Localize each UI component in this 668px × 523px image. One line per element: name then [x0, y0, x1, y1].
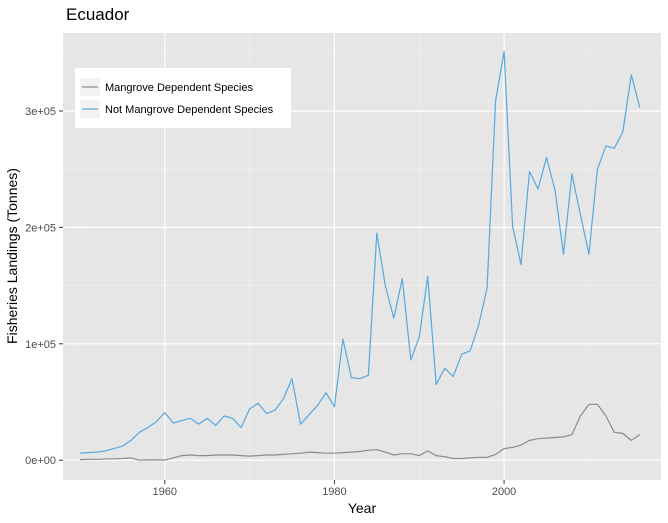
series-lines — [79, 50, 641, 461]
series-line-mangrove — [79, 403, 641, 461]
series-line-not-mangrove — [79, 50, 641, 454]
y-tick-label: 2e+05 — [25, 222, 56, 234]
x-axis-title: Year — [348, 500, 377, 516]
legend: Mangrove Dependent Species Not Mangrove D… — [75, 68, 291, 128]
y-axis-title: Fisheries Landings (Tonnes) — [4, 168, 20, 344]
y-tick-label: 0e+00 — [25, 455, 56, 467]
x-tick-label: 2000 — [492, 486, 516, 498]
y-tick-label: 1e+05 — [25, 339, 56, 351]
x-tick-label: 1980 — [322, 486, 346, 498]
y-tick-label: 3e+05 — [25, 106, 56, 118]
legend-box — [75, 68, 291, 128]
legend-label: Not Mangrove Dependent Species — [105, 104, 274, 116]
legend-label: Mangrove Dependent Species — [105, 82, 253, 94]
axis-ticks — [59, 110, 505, 484]
axis-tick-labels: 1960 1980 2000 0e+00 1e+05 2e+05 3e+05 — [25, 106, 516, 498]
chart-title: Ecuador — [66, 5, 130, 24]
x-tick-label: 1960 — [153, 486, 177, 498]
